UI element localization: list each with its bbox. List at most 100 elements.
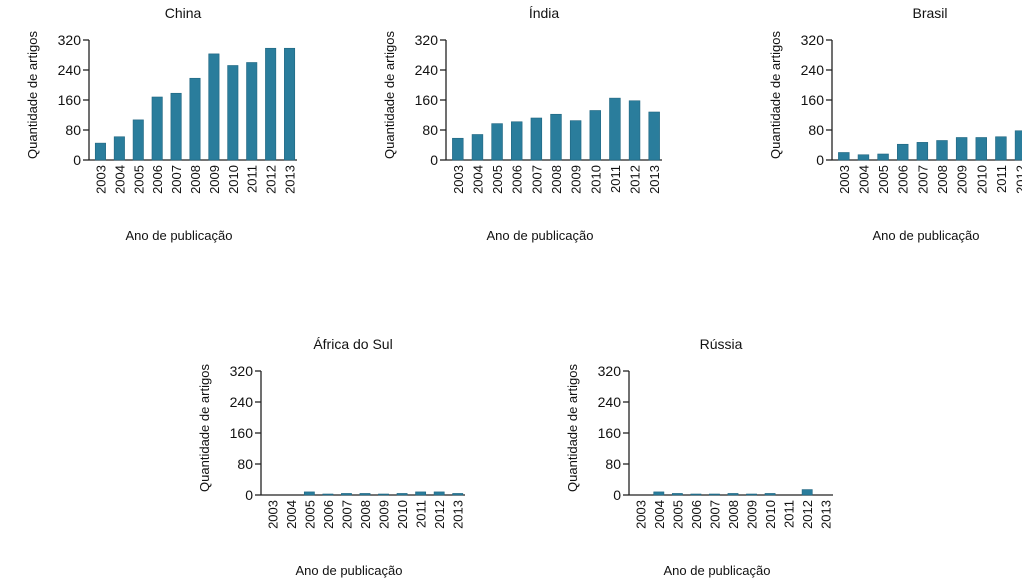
y-tick-label: 320 [598,363,622,379]
y-tick-label: 320 [801,32,825,48]
x-tick-label: 2005 [670,500,685,529]
x-tick-label: 2009 [207,165,222,194]
x-tick-label: 2011 [245,165,260,193]
bar-2012 [628,100,641,161]
bar-2008 [727,493,739,496]
x-tick-label: 2003 [633,500,648,529]
x-tick-label: 2012 [432,500,447,529]
bar-2007 [341,493,352,496]
x-tick-label: 2012 [1014,165,1022,194]
bar-2010 [396,493,408,496]
bar-2010 [764,493,776,496]
x-axis-title: Ano de publicação [126,228,233,243]
bar-2006 [511,121,523,161]
x-tick-label: 2008 [188,165,203,194]
x-tick-label: 2010 [974,165,989,194]
bar-2008 [936,140,948,161]
y-tick-label: 160 [230,425,254,441]
bar-2011 [246,62,258,161]
bar-2013 [452,493,464,496]
x-tick-label: 2006 [896,165,911,194]
y-tick-label: 0 [613,487,621,503]
x-tick-label: 2005 [131,165,146,194]
y-tick-label: 160 [801,92,825,108]
bar-2007 [709,493,720,496]
y-tick-label: 0 [430,152,438,168]
y-tick-label: 240 [598,394,622,410]
y-tick-label: 320 [58,32,82,48]
x-tick-label: 2003 [837,165,852,194]
y-tick-label: 240 [58,62,82,78]
bar-2009 [208,53,220,161]
bar-2005 [671,493,683,496]
bar-2009 [569,120,582,161]
y-tick-label: 80 [65,122,81,138]
x-tick-label: 2006 [689,500,704,529]
y-axis-title: Quantidade de artigos [565,364,580,492]
chart-title: Brasil [912,5,947,21]
x-tick-label: 2005 [302,500,317,529]
x-tick-label: 2007 [707,500,722,529]
x-tick-label: 2007 [915,165,930,194]
bar-2004 [113,136,125,161]
x-tick-label: 2011 [414,500,429,528]
chart-title: Rússia [700,336,743,352]
y-tick-label: 240 [415,62,439,78]
x-tick-label: 2007 [529,165,544,194]
y-axis-title: Quantidade de artigos [382,31,397,159]
bar-2003 [838,152,850,161]
bar-2008 [189,77,201,161]
x-tick-label: 2003 [265,500,280,529]
bar-2004 [653,491,665,496]
y-tick-label: 320 [230,363,254,379]
bar-2009 [378,493,389,496]
bar-2010 [975,137,987,161]
x-tick-label: 2013 [819,500,834,529]
bar-2008 [550,113,562,161]
bar-2004 [857,154,870,161]
x-tick-label: 2012 [628,165,643,194]
x-tick-label: 2012 [800,500,815,529]
x-tick-label: 2009 [745,500,760,529]
x-tick-label: 2008 [358,500,373,529]
bar-2006 [151,96,163,161]
x-tick-label: 2013 [451,500,466,529]
bar-2005 [491,123,503,161]
x-tick-label: 2011 [608,165,623,193]
bar-2004 [471,134,484,161]
y-tick-label: 0 [245,487,253,503]
y-tick-label: 0 [816,152,824,168]
chart-panel-0: China 0 80 160 240 320 2003 2004 2005 2006 2007 200… [25,5,298,243]
bar-2012 [433,491,445,496]
y-axis-title: Quantidade de artigos [768,31,783,159]
x-tick-label: 2009 [377,500,392,529]
bar-2011 [415,491,427,496]
x-tick-label: 2004 [470,165,485,194]
chart-panel-3: África do Sul 0 80 160 240 320 2003 2004 2005 200… [197,336,466,578]
x-tick-label: 2007 [169,165,184,194]
x-axis-title: Ano de publicação [296,563,403,578]
x-tick-label: 2005 [876,165,891,194]
y-tick-label: 0 [73,152,81,168]
x-tick-label: 2007 [339,500,354,529]
bar-2006 [690,493,702,496]
x-tick-label: 2010 [395,500,410,529]
x-tick-label: 2013 [283,165,298,194]
bar-2012 [265,47,277,161]
bar-2011 [995,136,1007,161]
bar-2013 [284,47,296,161]
bar-2005 [303,491,315,496]
x-tick-label: 2011 [782,500,797,528]
y-tick-label: 160 [598,425,622,441]
x-tick-label: 2004 [112,165,127,194]
chart-panel-4: Rússia 0 80 160 240 320 2003 2004 2005 2006 2007 20… [565,336,834,578]
x-tick-label: 2008 [726,500,741,529]
x-axis-title: Ano de publicação [487,228,594,243]
x-tick-label: 2010 [588,165,603,194]
bar-2005 [132,119,144,161]
x-tick-label: 2004 [856,165,871,194]
y-tick-label: 160 [415,92,439,108]
y-axis-title: Quantidade de artigos [197,364,212,492]
x-tick-label: 2005 [490,165,505,194]
